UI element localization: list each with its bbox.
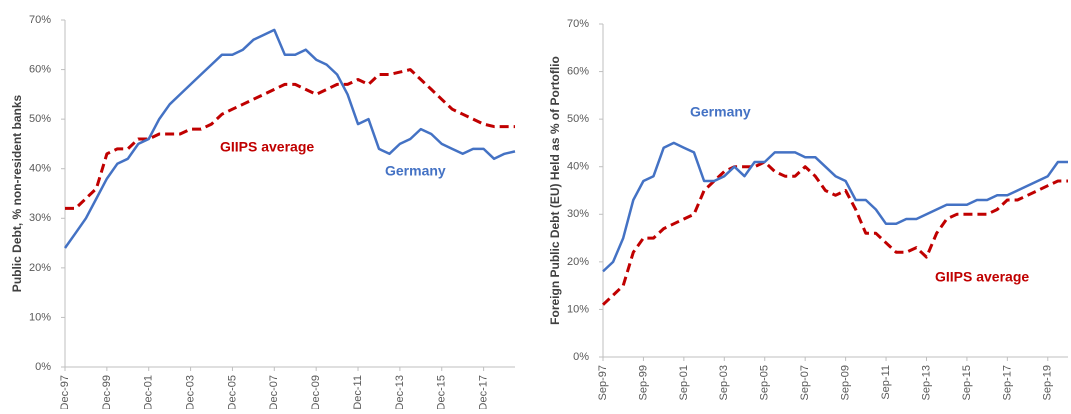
y-tick-label: 0% [573,351,589,363]
x-tick-label: Dec-07 [268,375,280,409]
y-tick-label: 70% [567,18,589,30]
y-tick-label: 40% [567,161,589,173]
x-tick-label: Sep-09 [840,365,852,400]
y-tick-label: 20% [567,256,589,268]
x-tick-label: Sep-17 [1001,365,1013,400]
y-tick-label: 20% [29,262,51,274]
series-label: Germany [690,104,751,120]
y-tick-label: 0% [35,361,51,373]
y-tick-label: 10% [567,303,589,315]
x-tick-label: Sep-19 [1042,365,1054,400]
series-line [65,68,515,210]
x-tick-label: Sep-97 [597,365,609,400]
y-tick-label: 60% [29,63,51,75]
x-tick-label: Dec-15 [436,375,448,409]
series-label: Germany [385,163,446,179]
series-label: GIIPS average [220,139,314,155]
x-tick-label: Sep-13 [920,365,932,400]
y-axis-title: Foreign Public Debt (EU) Held as % of Po… [548,56,562,325]
y-tick-label: 70% [29,14,51,26]
x-tick-label: Sep-05 [759,365,771,400]
y-tick-label: 40% [29,163,51,175]
y-tick-label: 50% [567,113,589,125]
x-tick-label: Dec-05 [226,375,238,409]
y-tick-label: 30% [29,212,51,224]
series-line [63,28,516,249]
x-tick-label: Sep-01 [678,365,690,400]
x-tick-label: Sep-15 [961,365,973,400]
x-tick-label: Dec-99 [101,375,113,409]
x-tick-label: Sep-03 [718,365,730,400]
x-tick-label: Dec-13 [394,375,406,409]
y-tick-label: 10% [29,311,51,323]
y-tick-label: 60% [567,65,589,77]
x-tick-label: Dec-01 [143,375,155,409]
series-line [602,141,1068,273]
x-tick-label: Sep-99 [637,365,649,400]
x-tick-label: Dec-11 [352,375,364,409]
series-line [601,160,1068,306]
x-tick-label: Dec-17 [478,375,490,409]
x-tick-label: Sep-07 [799,365,811,400]
x-tick-label: Dec-97 [59,375,71,409]
series-label: GIIPS average [935,269,1029,285]
y-tick-label: 30% [567,208,589,220]
y-axis-title: Public Debt, % non-resident banks [10,95,24,293]
x-tick-label: Dec-03 [184,375,196,409]
x-tick-label: Dec-09 [310,375,322,409]
x-tick-label: Sep-11 [880,365,892,400]
y-tick-label: 50% [29,113,51,125]
